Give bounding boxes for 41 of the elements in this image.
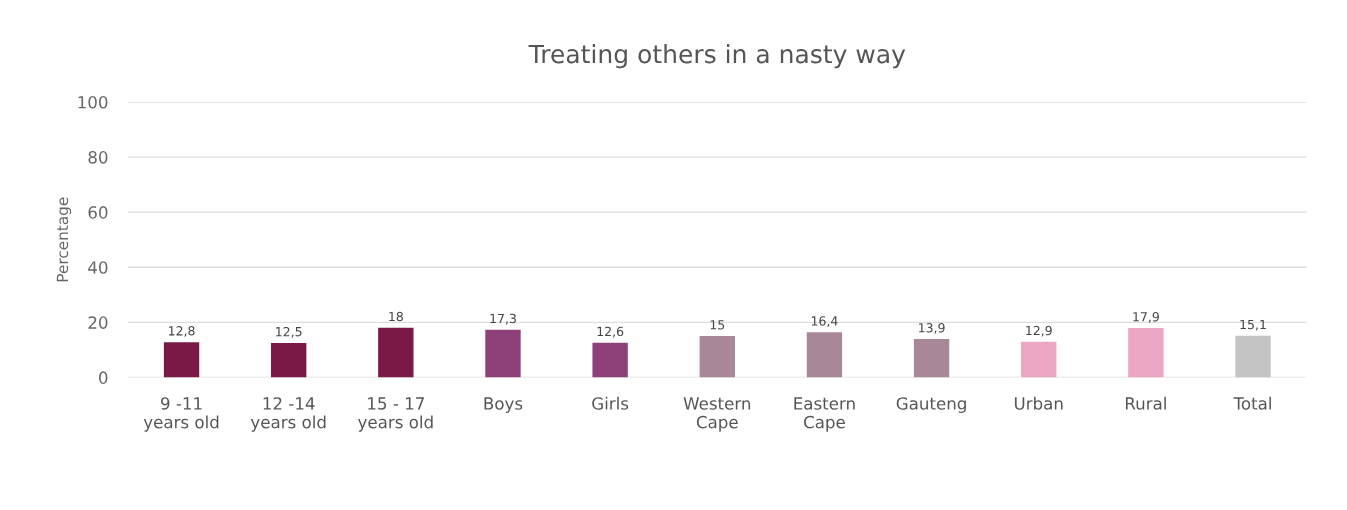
bar [592, 342, 628, 378]
bar [1128, 328, 1164, 378]
x-tick-label: Total [1233, 396, 1271, 410]
bar [485, 329, 521, 378]
data-label: 12,5 [276, 326, 302, 338]
bar [806, 332, 843, 378]
x-tick-label: Boys [484, 397, 523, 413]
data-label: 15,1 [1240, 319, 1266, 331]
data-label: 15 [710, 320, 725, 330]
data-label: 13,9 [919, 323, 945, 334]
x-tick-label: Western Cape [683, 397, 751, 432]
bar [699, 336, 735, 378]
data-label: 12,6 [597, 326, 624, 338]
bar [1235, 335, 1271, 378]
y-tick-label: 40 [88, 261, 108, 274]
x-tick-label: 9 -11 years old [143, 397, 219, 432]
bar [1021, 341, 1057, 378]
bar [163, 342, 200, 378]
data-label: 18 [389, 311, 403, 322]
bar [271, 342, 307, 378]
data-label: 12,9 [1026, 325, 1052, 337]
y-tick-label: 60 [88, 206, 108, 219]
x-tick-label: Urban [1014, 396, 1063, 410]
y-tick-label: 0 [99, 371, 108, 384]
y-tick-label: 20 [88, 316, 108, 329]
x-tick-label: Eastern Cape [794, 397, 855, 432]
data-label: 17,3 [490, 313, 516, 325]
x-tick-label: Gauteng [896, 397, 966, 413]
x-tick-label: Girls [592, 396, 629, 410]
data-label: 16,4 [811, 316, 838, 327]
y-tick-label: 80 [88, 151, 108, 164]
data-label: 17,9 [1133, 312, 1159, 323]
x-tick-label: 12 -14 years old [250, 397, 326, 432]
bar [913, 339, 950, 378]
y-tick-label: 100 [78, 95, 108, 109]
x-tick-label: 15 - 17 years old [358, 397, 433, 432]
x-tick-label: Rural [1125, 396, 1166, 410]
data-label: 12,8 [169, 326, 195, 337]
y-axis-title: Percentage [56, 197, 72, 282]
chart-title: Treating others in a nasty way [528, 44, 906, 69]
bar [378, 327, 414, 378]
